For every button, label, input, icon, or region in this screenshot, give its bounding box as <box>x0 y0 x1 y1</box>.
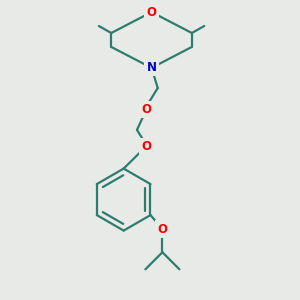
Text: O: O <box>158 223 167 236</box>
Text: N: N <box>146 61 157 74</box>
Text: O: O <box>141 140 151 153</box>
Text: O: O <box>141 103 151 116</box>
Text: O: O <box>146 6 157 19</box>
